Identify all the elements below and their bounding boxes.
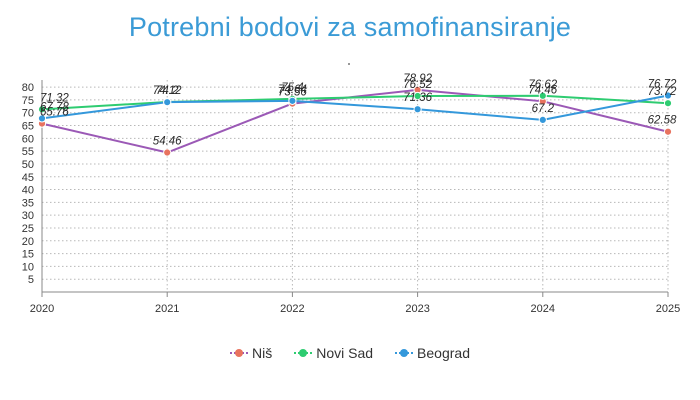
y-tick-label: 55 — [22, 146, 34, 158]
y-tick-label: 20 — [22, 236, 34, 248]
y-tick-label: 60 — [22, 133, 34, 145]
y-tick-label: 25 — [22, 223, 34, 235]
data-label-nis: 78.92 — [403, 73, 432, 85]
y-tick-label: 35 — [22, 197, 34, 209]
data-label-beograd: 67.78 — [40, 101, 69, 113]
data-label-nis: 74.46 — [528, 84, 557, 96]
data-label-beograd: 67.2 — [532, 103, 555, 115]
data-point-novi-sad[interactable] — [37, 105, 47, 114]
legend-symbol-novi-sad — [294, 347, 313, 359]
y-tick-label: 75 — [22, 95, 34, 107]
y-tick-label: 45 — [22, 172, 34, 184]
data-point-beograd[interactable] — [663, 91, 673, 100]
y-tick-label: 65 — [22, 121, 34, 133]
legend-dot-beograd — [400, 349, 409, 357]
y-tick-label: 70 — [22, 108, 34, 120]
x-tick-label: 2025 — [656, 303, 680, 315]
stray-dot — [348, 63, 350, 65]
data-point-beograd[interactable] — [538, 115, 547, 125]
data-point-novi-sad[interactable] — [663, 99, 673, 108]
legend-label-beograd: Beograd — [417, 345, 470, 361]
data-label-beograd: 74.12 — [153, 85, 182, 97]
grid-layer — [41, 80, 669, 292]
x-tick-label: 2022 — [280, 303, 304, 315]
x-tick-label: 2020 — [30, 303, 54, 315]
series-line-nis — [41, 88, 669, 154]
data-point-nis[interactable] — [663, 127, 673, 136]
x-tick-label: 2023 — [405, 303, 429, 315]
data-point-beograd[interactable] — [288, 96, 297, 105]
data-label-novi-sad: 71.32 — [40, 92, 69, 104]
data-point-beograd[interactable] — [37, 114, 47, 123]
data-label-beograd: 71.36 — [403, 92, 432, 104]
data-label-nis: 54.46 — [153, 136, 182, 148]
legend-symbol-nis — [230, 347, 248, 359]
data-point-novi-sad[interactable] — [413, 91, 422, 101]
legend-item-novi-sad[interactable]: Novi Sad — [294, 345, 373, 361]
data-point-beograd[interactable] — [413, 105, 422, 114]
series-line-beograd — [41, 94, 669, 121]
data-label-nis: 62.58 — [648, 115, 677, 127]
y-tick-label: 30 — [22, 210, 34, 222]
x-tick-label: 2021 — [155, 303, 179, 315]
data-point-beograd[interactable] — [163, 98, 172, 107]
series-line-novi-sad — [41, 94, 669, 111]
y-tick-label: 15 — [22, 249, 34, 261]
legend-label-novi-sad: Novi Sad — [316, 345, 374, 361]
legend: Niš Novi Sad Beograd — [0, 345, 700, 361]
legend-label-nis: Niš — [252, 345, 273, 361]
y-tick-label: 10 — [22, 261, 34, 273]
legend-dot-novi-sad — [299, 349, 308, 357]
data-label-nis: 65.76 — [40, 107, 69, 119]
legend-symbol-beograd — [395, 347, 414, 359]
y-tick-label: 40 — [22, 185, 34, 197]
data-point-nis[interactable] — [163, 148, 172, 157]
y-tick-label: 5 — [28, 274, 34, 286]
legend-item-nis[interactable]: Niš — [230, 345, 272, 361]
x-tick-label: 2024 — [531, 303, 555, 315]
data-point-novi-sad[interactable] — [538, 91, 547, 100]
data-label-beograd: 76.72 — [648, 79, 677, 91]
data-label-nis: 73.56 — [278, 87, 307, 99]
data-label-novi-sad: 75.4 — [281, 82, 303, 94]
data-label-novi-sad: 74.2 — [156, 85, 179, 97]
series-layer — [37, 85, 673, 157]
data-label-novi-sad: 76.62 — [528, 79, 557, 91]
legend-dot-nis — [235, 349, 243, 357]
data-label-novi-sad: 73.72 — [648, 86, 677, 98]
data-label-beograd: 74.64 — [278, 84, 307, 96]
y-tick-label: 50 — [22, 159, 34, 171]
chart-title: Potrebni bodovi za samofinansiranje — [128, 12, 572, 42]
y-tick-label: 80 — [22, 82, 34, 94]
legend-item-beograd[interactable]: Beograd — [395, 345, 470, 361]
data-label-novi-sad: 76.52 — [403, 79, 432, 91]
